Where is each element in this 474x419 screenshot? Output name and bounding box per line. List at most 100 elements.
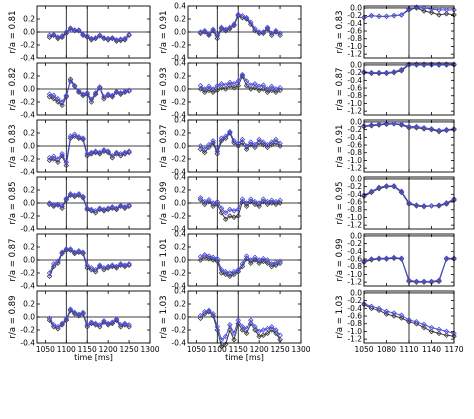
y-tick-label: -0.4 (20, 225, 35, 234)
data-point-series-2 (46, 154, 53, 161)
series-line-2 (49, 248, 130, 274)
data-point-series-2 (260, 139, 267, 145)
data-point-series-2 (227, 322, 233, 328)
data-point-series-2 (413, 278, 420, 285)
data-point-series-2 (421, 124, 427, 131)
data-point-series-2 (235, 78, 241, 84)
y-tick-label: 0.2 (174, 129, 186, 138)
series-line-2 (200, 309, 281, 341)
series-line-1 (363, 186, 455, 208)
data-point-series-2 (376, 255, 382, 262)
data-point-series-2 (117, 90, 124, 96)
y-tick-label: -0.4 (347, 304, 362, 313)
data-point-series-2 (50, 322, 57, 328)
y-tick-label: -0.4 (171, 282, 186, 291)
data-point-series-1 (50, 95, 57, 102)
data-point-series-2 (256, 200, 262, 206)
data-point-series-1 (218, 209, 225, 216)
y-tick-label: -1.0 (347, 156, 362, 165)
x-tick-label: 1050 (187, 345, 206, 354)
data-point-series-2 (248, 82, 254, 88)
data-point-series-2 (71, 249, 78, 255)
data-point-series-2 (406, 5, 412, 12)
data-point-series-2 (97, 205, 103, 211)
data-point-series-2 (406, 317, 412, 323)
panel-ylabel: r/a = 0.99 (335, 238, 345, 281)
data-point-series-2 (97, 84, 103, 90)
series-line-2 (363, 256, 454, 282)
data-point-series-2 (59, 151, 65, 157)
y-tick-label: -0.4 (171, 225, 186, 234)
data-point-series-2 (63, 246, 70, 252)
data-point-series-2 (201, 146, 208, 153)
y-tick-label: -0.2 (347, 296, 362, 305)
data-point-series-2 (117, 151, 124, 157)
y-tick-label: -0.2 (171, 326, 186, 335)
data-point-series-2 (126, 148, 132, 154)
data-point-series-2 (273, 27, 279, 34)
data-point-series-2 (76, 27, 82, 33)
data-point-series-2 (201, 27, 208, 34)
data-point-series-2 (206, 307, 212, 314)
data-point-series-2 (109, 35, 116, 41)
data-point-series-2 (67, 133, 74, 140)
data-point-series-1 (126, 32, 132, 39)
y-tick-label: 0.2 (174, 186, 186, 195)
data-point-series-2 (122, 149, 128, 156)
data-point-series-2 (55, 201, 61, 208)
panel-0-3: 0.2 0.0 -0.2 -0.4r/a = 0.85 (8, 176, 151, 234)
data-point-series-2 (243, 325, 250, 332)
data-point-series-2 (206, 83, 212, 90)
data-point-series-2 (231, 21, 237, 27)
x-tick-label: 1250 (120, 345, 139, 354)
data-point-series-2 (252, 81, 258, 87)
data-point-series-2 (113, 316, 120, 322)
y-tick-label: -1.2 (347, 335, 362, 344)
data-point-series-2 (63, 29, 70, 35)
y-tick-label: -0.4 (347, 76, 362, 85)
series-line-2 (200, 130, 281, 153)
data-point-series-2 (197, 143, 204, 149)
panel-ylabel: r/a = 0.91 (335, 124, 345, 167)
panel-1-3: 0.4 0.2 0.0 -0.2 -0.4r/a = 0.99 (159, 173, 302, 234)
y-tick-label: -0.2 (171, 212, 186, 221)
series-line-2 (49, 308, 130, 328)
y-tick-label: -0.8 (347, 34, 362, 43)
data-point-series-2 (222, 268, 229, 275)
y-tick-label: -0.2 (347, 182, 362, 191)
y-tick-label: 0.0 (174, 85, 186, 94)
data-point-series-1 (227, 82, 233, 89)
data-point-series-2 (368, 69, 375, 76)
data-point-series-2 (218, 205, 225, 211)
panel-ylabel: r/a = 0.82 (8, 67, 18, 110)
y-tick-label: -0.4 (171, 54, 186, 63)
data-point-series-2 (413, 123, 420, 130)
data-point-series-2 (239, 71, 246, 78)
data-point-series-1 (436, 12, 442, 18)
data-point-series-2 (260, 82, 267, 88)
panel-2-3: 0.0-0.2-0.4-0.6-0.8-1.0-1.2r/a = 0.95 (335, 174, 457, 230)
data-point-series-2 (264, 325, 271, 332)
data-point-series-2 (239, 261, 246, 267)
data-point-series-1 (97, 84, 103, 91)
panel-ylabel: r/a = 1.01 (159, 238, 169, 281)
panel-ylabel: r/a = 1.03 (335, 295, 345, 338)
data-point-series-2 (50, 153, 57, 160)
data-point-series-2 (67, 25, 74, 31)
panel-ylabel: r/a = 0.91 (159, 10, 169, 53)
data-point-series-2 (105, 148, 111, 154)
data-point-series-2 (84, 33, 90, 39)
data-point-series-2 (46, 32, 53, 39)
data-point-series-1 (243, 82, 250, 89)
data-point-series-2 (248, 317, 254, 324)
y-tick-label: -0.6 (347, 84, 362, 93)
data-point-series-2 (214, 82, 221, 89)
data-point-series-2 (113, 88, 120, 95)
data-point-series-2 (243, 200, 250, 206)
data-point-series-2 (218, 266, 225, 273)
data-point-series-1 (117, 203, 124, 210)
panel-1-2: 0.4 0.2 0.0 -0.2 -0.4r/a = 0.97 (159, 116, 302, 177)
data-point-series-2 (428, 6, 435, 12)
